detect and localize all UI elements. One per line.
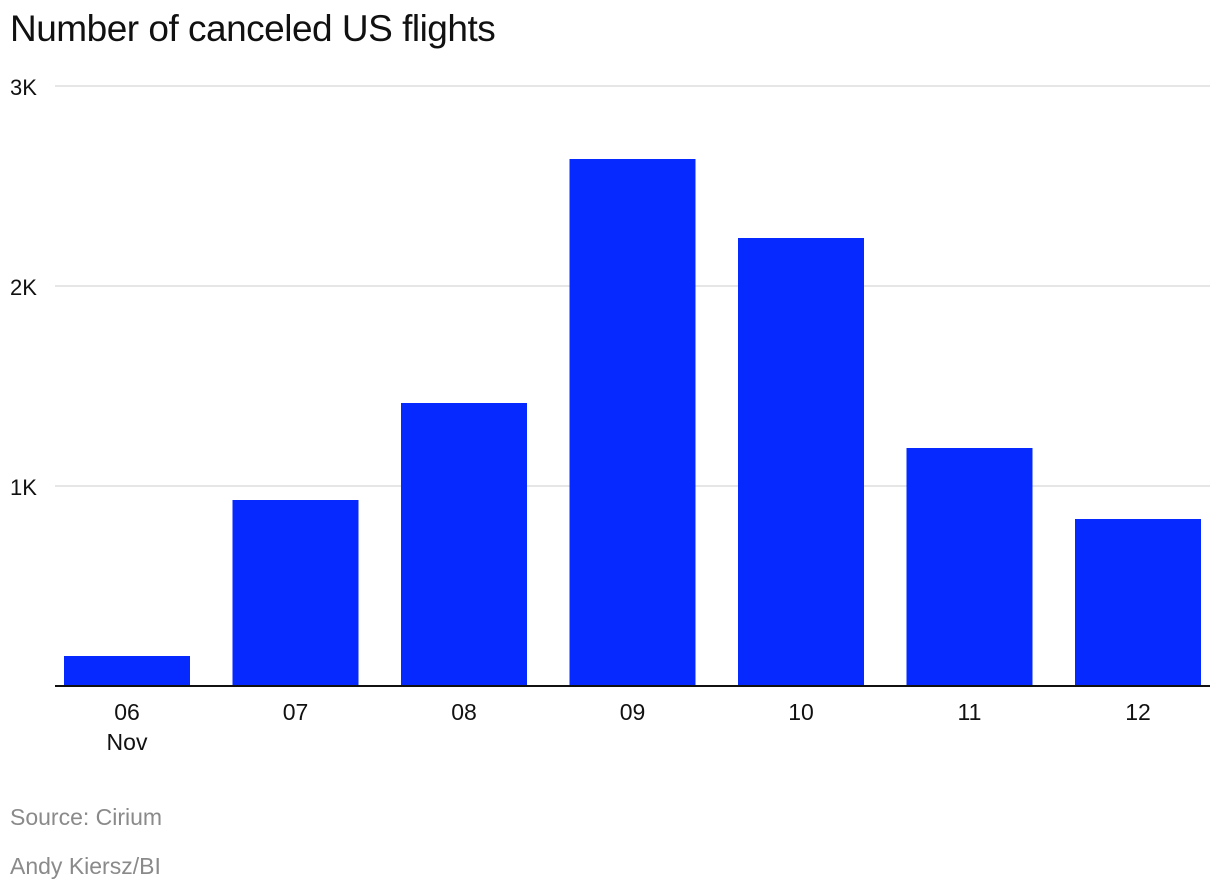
- x-tick-label: 06: [114, 699, 140, 725]
- x-tick-label: 09: [620, 699, 646, 725]
- bars: [64, 159, 1201, 686]
- x-axis-ticks: 06 Nov 07 08 09 10 11 12: [107, 699, 1151, 755]
- credit-note: Andy Kiersz/BI: [10, 853, 161, 879]
- bar-09: [569, 159, 696, 686]
- bar-06: [64, 656, 190, 686]
- bar-07: [232, 500, 359, 686]
- bar-10: [738, 238, 864, 686]
- y-tick-label: 1K: [10, 475, 37, 500]
- x-tick-label: 07: [283, 699, 309, 725]
- y-tick-label: 2K: [10, 275, 37, 300]
- source-note: Source: Cirium: [10, 804, 163, 830]
- x-tick-label: 08: [451, 699, 477, 725]
- x-tick-sublabel: Nov: [107, 729, 148, 755]
- y-axis-ticks: 1K 2K 3K: [10, 75, 37, 500]
- chart-title: Number of canceled US flights: [10, 8, 496, 49]
- x-tick-label: 10: [788, 699, 814, 725]
- y-tick-label: 3K: [10, 75, 37, 100]
- bar-11: [906, 448, 1033, 686]
- bar-12: [1075, 519, 1201, 686]
- x-tick-label: 11: [958, 699, 982, 725]
- x-tick-label: 12: [1125, 699, 1151, 725]
- bar-08: [401, 403, 527, 686]
